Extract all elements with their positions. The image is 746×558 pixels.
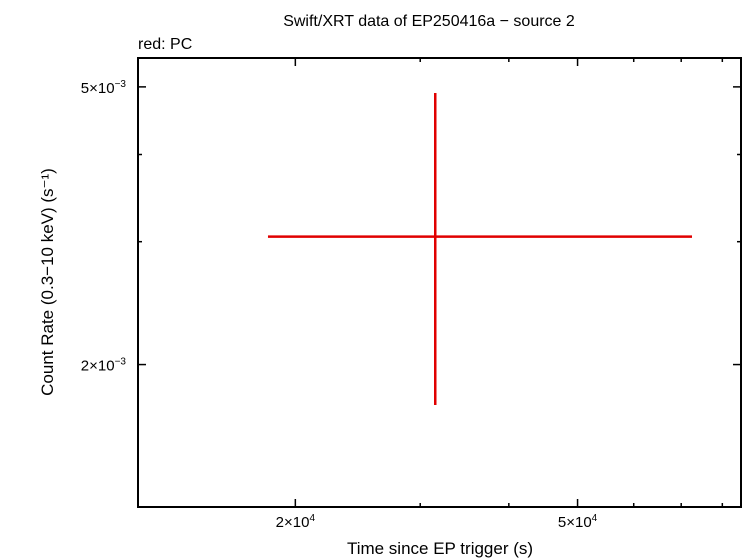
axis-tick-labels: 2×104 5×104 2×10−3 5×10−3 <box>81 79 598 531</box>
plot-frame <box>137 57 742 508</box>
y-axis-label: Count Rate (0.3−10 keV) (s⁻¹) <box>38 168 57 396</box>
data-points <box>267 93 693 406</box>
x-axis-label: Time since EP trigger (s) <box>347 539 533 558</box>
y-tick-label: 5×10−3 <box>81 79 127 97</box>
x-tick-label: 5×104 <box>558 513 598 531</box>
y-tick-label: 2×10−3 <box>81 357 127 375</box>
axis-ticks <box>138 58 741 507</box>
chart-subtitle: red: PC <box>138 36 192 53</box>
chart-title: Swift/XRT data of EP250416a − source 2 <box>283 13 575 30</box>
x-tick-label: 2×104 <box>276 513 316 531</box>
